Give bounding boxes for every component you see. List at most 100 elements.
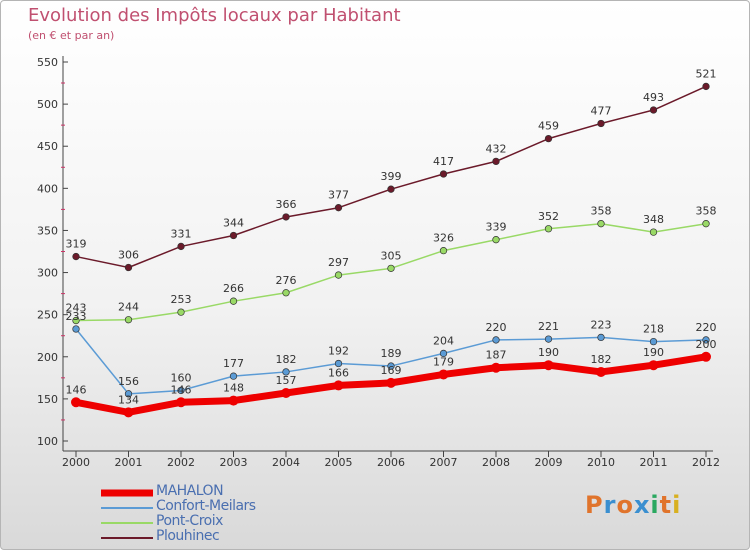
proxiti-logo: Proxiti [585,491,681,519]
data-label: 156 [118,375,139,388]
data-point [177,386,185,395]
x-tick-label: 2006 [377,456,405,469]
data-point [492,236,500,244]
data-point [124,263,133,272]
data-label: 220 [486,321,507,334]
data-label: 266 [223,282,244,295]
data-point [124,316,133,324]
data-label: 189 [381,347,402,360]
data-point [334,204,343,212]
data-point [72,316,80,325]
data-point [334,359,343,368]
data-point [177,242,185,251]
data-label: 220 [696,321,717,334]
logo-letter: r [603,491,617,519]
data-point [229,231,238,240]
x-tick-label: 2009 [535,456,563,469]
data-label: 276 [276,274,297,287]
legend-swatch [101,489,153,496]
data-label: 160 [171,371,192,384]
data-label: 352 [538,210,559,223]
data-label: 218 [643,323,664,336]
data-point [71,397,81,408]
data-label: 169 [381,364,402,377]
data-label: 521 [696,67,717,80]
x-tick-label: 2000 [62,456,90,469]
legend-label: Plouhinec [156,528,220,544]
data-label: 204 [433,334,454,347]
data-point [702,82,710,91]
x-tick-label: 2011 [640,456,668,469]
data-label: 297 [328,256,349,269]
data-label: 305 [381,249,402,262]
data-label: 244 [118,301,139,314]
data-label: 243 [66,302,87,315]
data-point [702,336,710,344]
logo-letter: i [650,491,660,519]
data-point [648,360,659,371]
data-point [386,377,396,388]
x-tick-label: 2007 [430,456,458,469]
data-label: 233 [66,310,87,323]
legend-label: Pont-Croix [156,513,223,529]
data-point [438,369,449,380]
data-label: 146 [66,383,87,396]
data-label: 187 [486,349,507,362]
data-label: 182 [276,353,297,366]
x-tick-label: 2010 [587,456,615,469]
data-label: 177 [223,357,244,370]
chart-title: Evolution des Impôts locaux par Habitant [28,5,401,26]
data-point [544,225,553,233]
logo-letter: t [659,491,673,519]
data-point [282,213,290,221]
data-point [597,119,605,128]
x-tick-label: 2001 [115,456,143,469]
y-tick-label: 300 [37,267,58,280]
data-point [439,247,448,255]
data-point [439,349,448,358]
data-label: 358 [696,205,717,218]
data-point [543,360,554,371]
data-point [649,228,658,236]
data-label: 157 [276,374,297,387]
data-point [702,220,710,228]
data-label: 190 [538,346,559,359]
data-label: 221 [538,320,559,333]
data-point [281,387,291,398]
chart-subtitle: (en € et par an) [28,29,115,42]
data-label: 148 [223,382,244,395]
data-point [701,351,711,362]
x-tick-label: 2005 [325,456,353,469]
data-label: 366 [276,198,297,211]
x-tick-label: 2012 [692,456,720,469]
data-point [544,335,553,343]
data-label: 493 [643,91,664,104]
data-label: 417 [433,155,454,168]
data-label: 344 [223,216,244,229]
data-label: 182 [591,353,612,366]
legend-label: Confort-Meilars [156,498,256,514]
data-label: 348 [643,213,664,226]
data-label: 377 [328,189,349,202]
data-point [387,362,395,370]
data-point [492,336,500,344]
data-point [387,264,395,272]
data-point [229,297,238,305]
data-label: 358 [591,205,612,218]
data-label: 331 [171,227,192,240]
data-label: 134 [118,393,139,406]
legend-swatch [101,521,153,524]
data-point [492,157,500,166]
data-point [229,372,238,380]
data-label: 253 [171,293,192,306]
data-point [649,337,658,346]
data-point [649,106,658,114]
y-tick-label: 200 [37,351,58,364]
data-label: 200 [696,338,717,351]
data-point [596,366,606,377]
data-label: 319 [66,238,87,251]
y-tick-label: 450 [37,140,58,153]
data-point [334,271,343,279]
